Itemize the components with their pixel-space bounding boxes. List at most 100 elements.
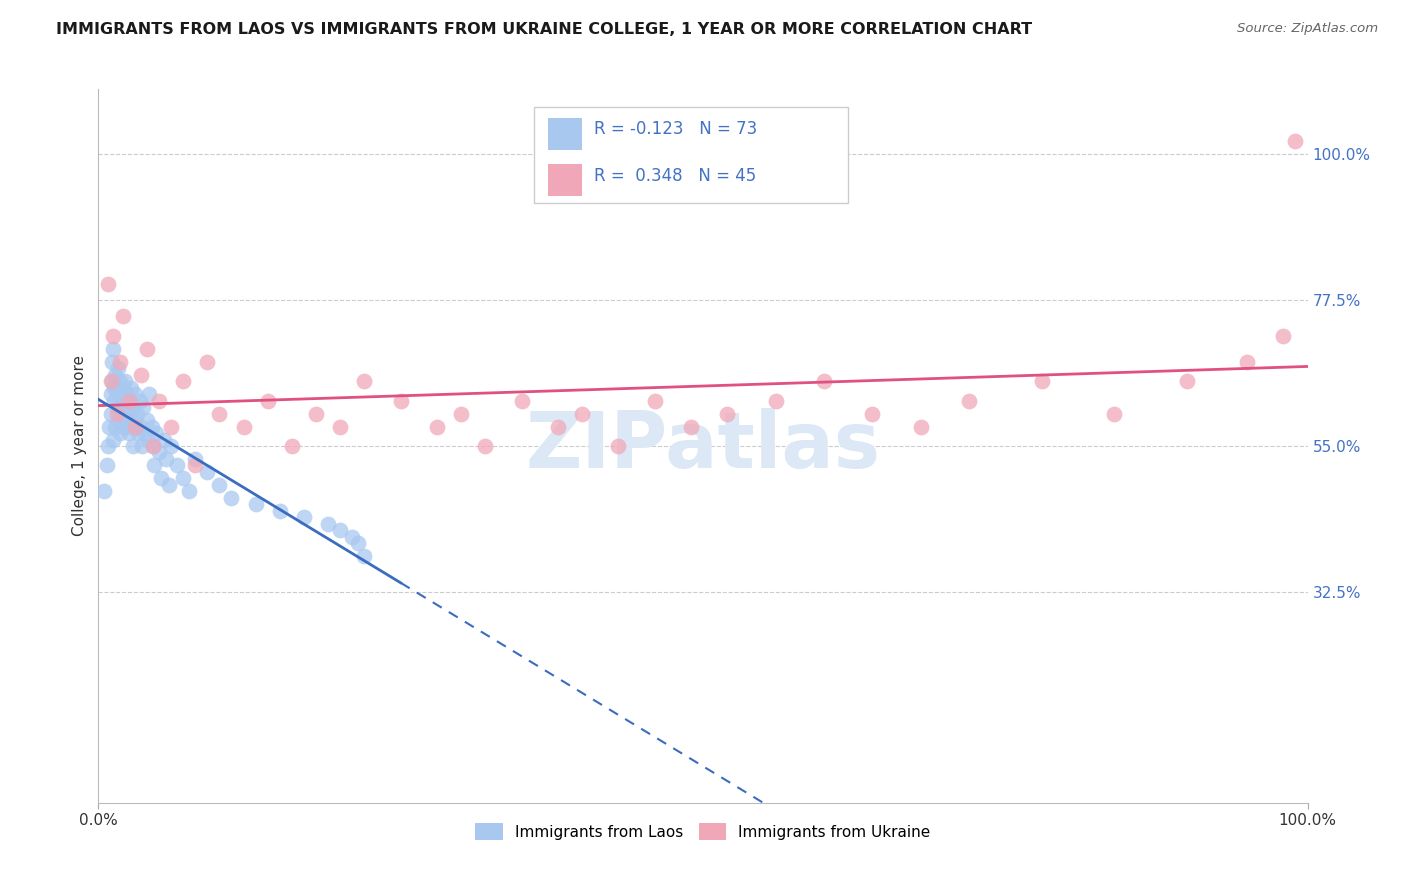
Point [117, 387, 139, 401]
Point [129, 368, 152, 382]
Y-axis label: College, 1 year or more: College, 1 year or more [72, 356, 87, 536]
Point [127, 425, 149, 440]
Bar [548, 163, 582, 195]
Point [141, 419, 163, 434]
Point [136, 433, 159, 447]
Point [114, 374, 136, 388]
Text: R = -0.123   N = 73: R = -0.123 N = 73 [595, 120, 758, 138]
Point [860, 407, 883, 421]
Point [111, 393, 134, 408]
Point [111, 381, 134, 395]
Point [195, 354, 218, 368]
Point [96, 458, 118, 473]
Point [100, 354, 122, 368]
Point [316, 516, 339, 531]
Point [103, 381, 125, 395]
Point [644, 393, 666, 408]
Text: R =  0.348   N = 45: R = 0.348 N = 45 [595, 168, 756, 186]
Point [135, 413, 157, 427]
Text: Source: ZipAtlas.com: Source: ZipAtlas.com [1237, 22, 1378, 36]
Point [111, 310, 134, 324]
Point [145, 425, 167, 440]
Point [100, 374, 122, 388]
Point [118, 393, 141, 408]
Point [100, 374, 122, 388]
Point [232, 419, 254, 434]
Point [101, 328, 124, 343]
Point [112, 419, 135, 434]
Point [108, 354, 131, 368]
Point [813, 374, 835, 388]
Point [329, 524, 352, 538]
Point [910, 419, 932, 434]
Point [547, 419, 569, 434]
Point [100, 387, 122, 401]
Point [124, 419, 146, 434]
Point [353, 549, 375, 564]
Point [114, 400, 136, 414]
Point [121, 400, 143, 414]
Point [128, 393, 150, 408]
Point [184, 458, 207, 473]
Point [221, 491, 243, 505]
Point [765, 393, 787, 408]
Point [148, 393, 170, 408]
Point [292, 510, 315, 524]
Point [155, 452, 177, 467]
Point [118, 407, 141, 421]
Point [426, 419, 449, 434]
Point [100, 407, 122, 421]
Point [208, 407, 231, 421]
Point [105, 407, 128, 421]
Point [150, 471, 173, 485]
Point [1175, 374, 1198, 388]
Point [1236, 354, 1258, 368]
Point [108, 374, 131, 388]
Point [121, 419, 143, 434]
Point [129, 419, 152, 434]
Point [342, 530, 364, 544]
Point [172, 374, 194, 388]
Point [245, 497, 267, 511]
Bar [548, 119, 582, 151]
Point [135, 342, 157, 356]
Point [142, 439, 165, 453]
Text: ZIPatlas: ZIPatlas [526, 408, 880, 484]
Point [107, 361, 129, 376]
Point [474, 439, 496, 453]
Point [93, 484, 115, 499]
Point [957, 393, 980, 408]
Point [103, 393, 125, 408]
Point [1031, 374, 1053, 388]
Point [104, 419, 127, 434]
Point [679, 419, 702, 434]
Point [97, 277, 120, 291]
Point [179, 484, 201, 499]
Point [160, 419, 183, 434]
Point [101, 433, 124, 447]
Point [101, 342, 124, 356]
Point [571, 407, 593, 421]
Point [108, 387, 131, 401]
Point [143, 458, 166, 473]
Point [138, 387, 160, 401]
Point [134, 425, 156, 440]
Point [107, 413, 129, 427]
Point [157, 478, 180, 492]
Point [97, 439, 120, 453]
Point [389, 393, 412, 408]
Point [132, 400, 155, 414]
Point [256, 393, 278, 408]
Point [269, 504, 291, 518]
Point [450, 407, 472, 421]
Point [166, 458, 188, 473]
Point [1102, 407, 1125, 421]
Point [122, 439, 145, 453]
Point [329, 419, 352, 434]
Point [172, 471, 194, 485]
Point [120, 381, 142, 395]
Point [115, 413, 138, 427]
Point [118, 425, 141, 440]
Point [195, 465, 218, 479]
Point [127, 407, 149, 421]
